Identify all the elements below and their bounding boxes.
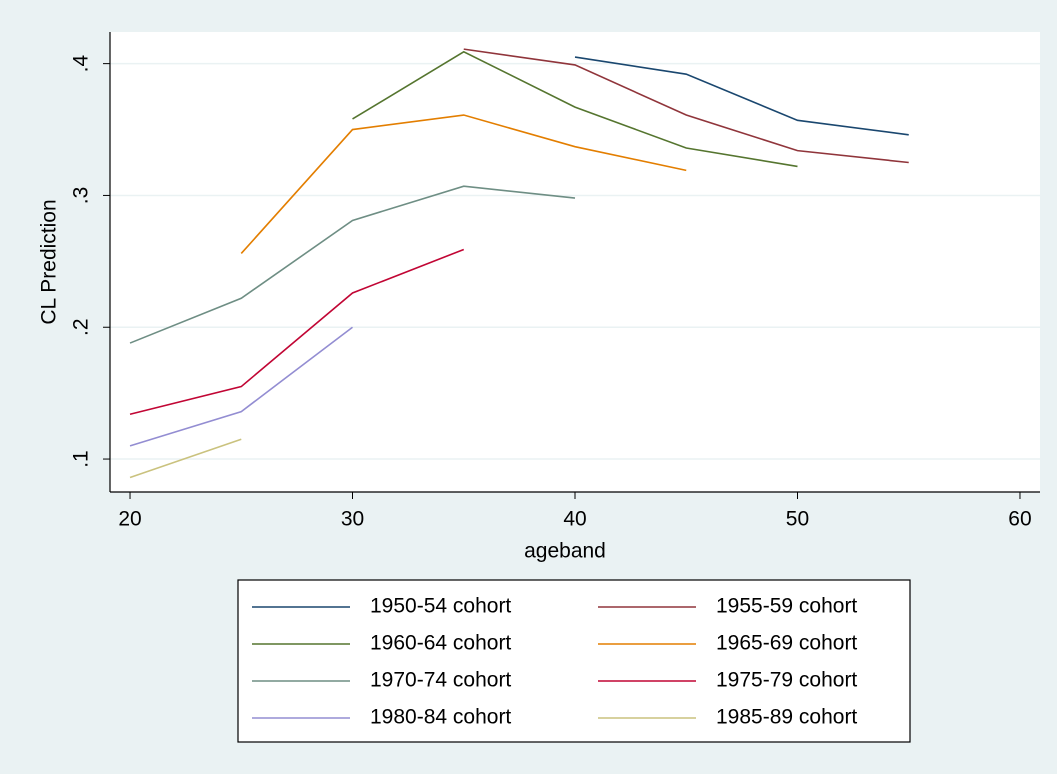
series-line bbox=[463, 48, 909, 164]
y-tick-label: .4 bbox=[70, 55, 93, 73]
x-tick-label: 60 bbox=[1008, 508, 1031, 531]
x-tick-label: 40 bbox=[563, 508, 586, 531]
plot-area bbox=[110, 32, 1040, 492]
y-tick-label: .2 bbox=[70, 318, 93, 336]
legend-label: 1985-89 cohort bbox=[716, 706, 857, 729]
series-line bbox=[129, 248, 465, 416]
legend-label: 1975-79 cohort bbox=[716, 669, 857, 692]
legend-label: 1970-74 cohort bbox=[370, 669, 511, 692]
x-tick-label: 20 bbox=[118, 508, 141, 531]
x-tick-label: 50 bbox=[786, 508, 809, 531]
series-line bbox=[240, 114, 687, 254]
series-line bbox=[352, 50, 798, 168]
series-line bbox=[129, 326, 353, 447]
legend-label: 1960-64 cohort bbox=[370, 632, 511, 655]
series-line bbox=[574, 56, 909, 136]
legend-label: 1980-84 cohort bbox=[370, 706, 511, 729]
series-line bbox=[129, 185, 576, 344]
y-tick-label: .1 bbox=[70, 450, 93, 468]
x-tick-label: 30 bbox=[341, 508, 364, 531]
legend-label: 1955-59 cohort bbox=[716, 595, 857, 618]
series-line bbox=[129, 438, 242, 479]
x-axis-label: ageband bbox=[524, 540, 606, 563]
y-tick-label: .3 bbox=[70, 187, 93, 205]
legend-label: 1950-54 cohort bbox=[370, 595, 511, 618]
y-axis-label: CL Prediction bbox=[38, 199, 61, 324]
legend-label: 1965-69 cohort bbox=[716, 632, 857, 655]
